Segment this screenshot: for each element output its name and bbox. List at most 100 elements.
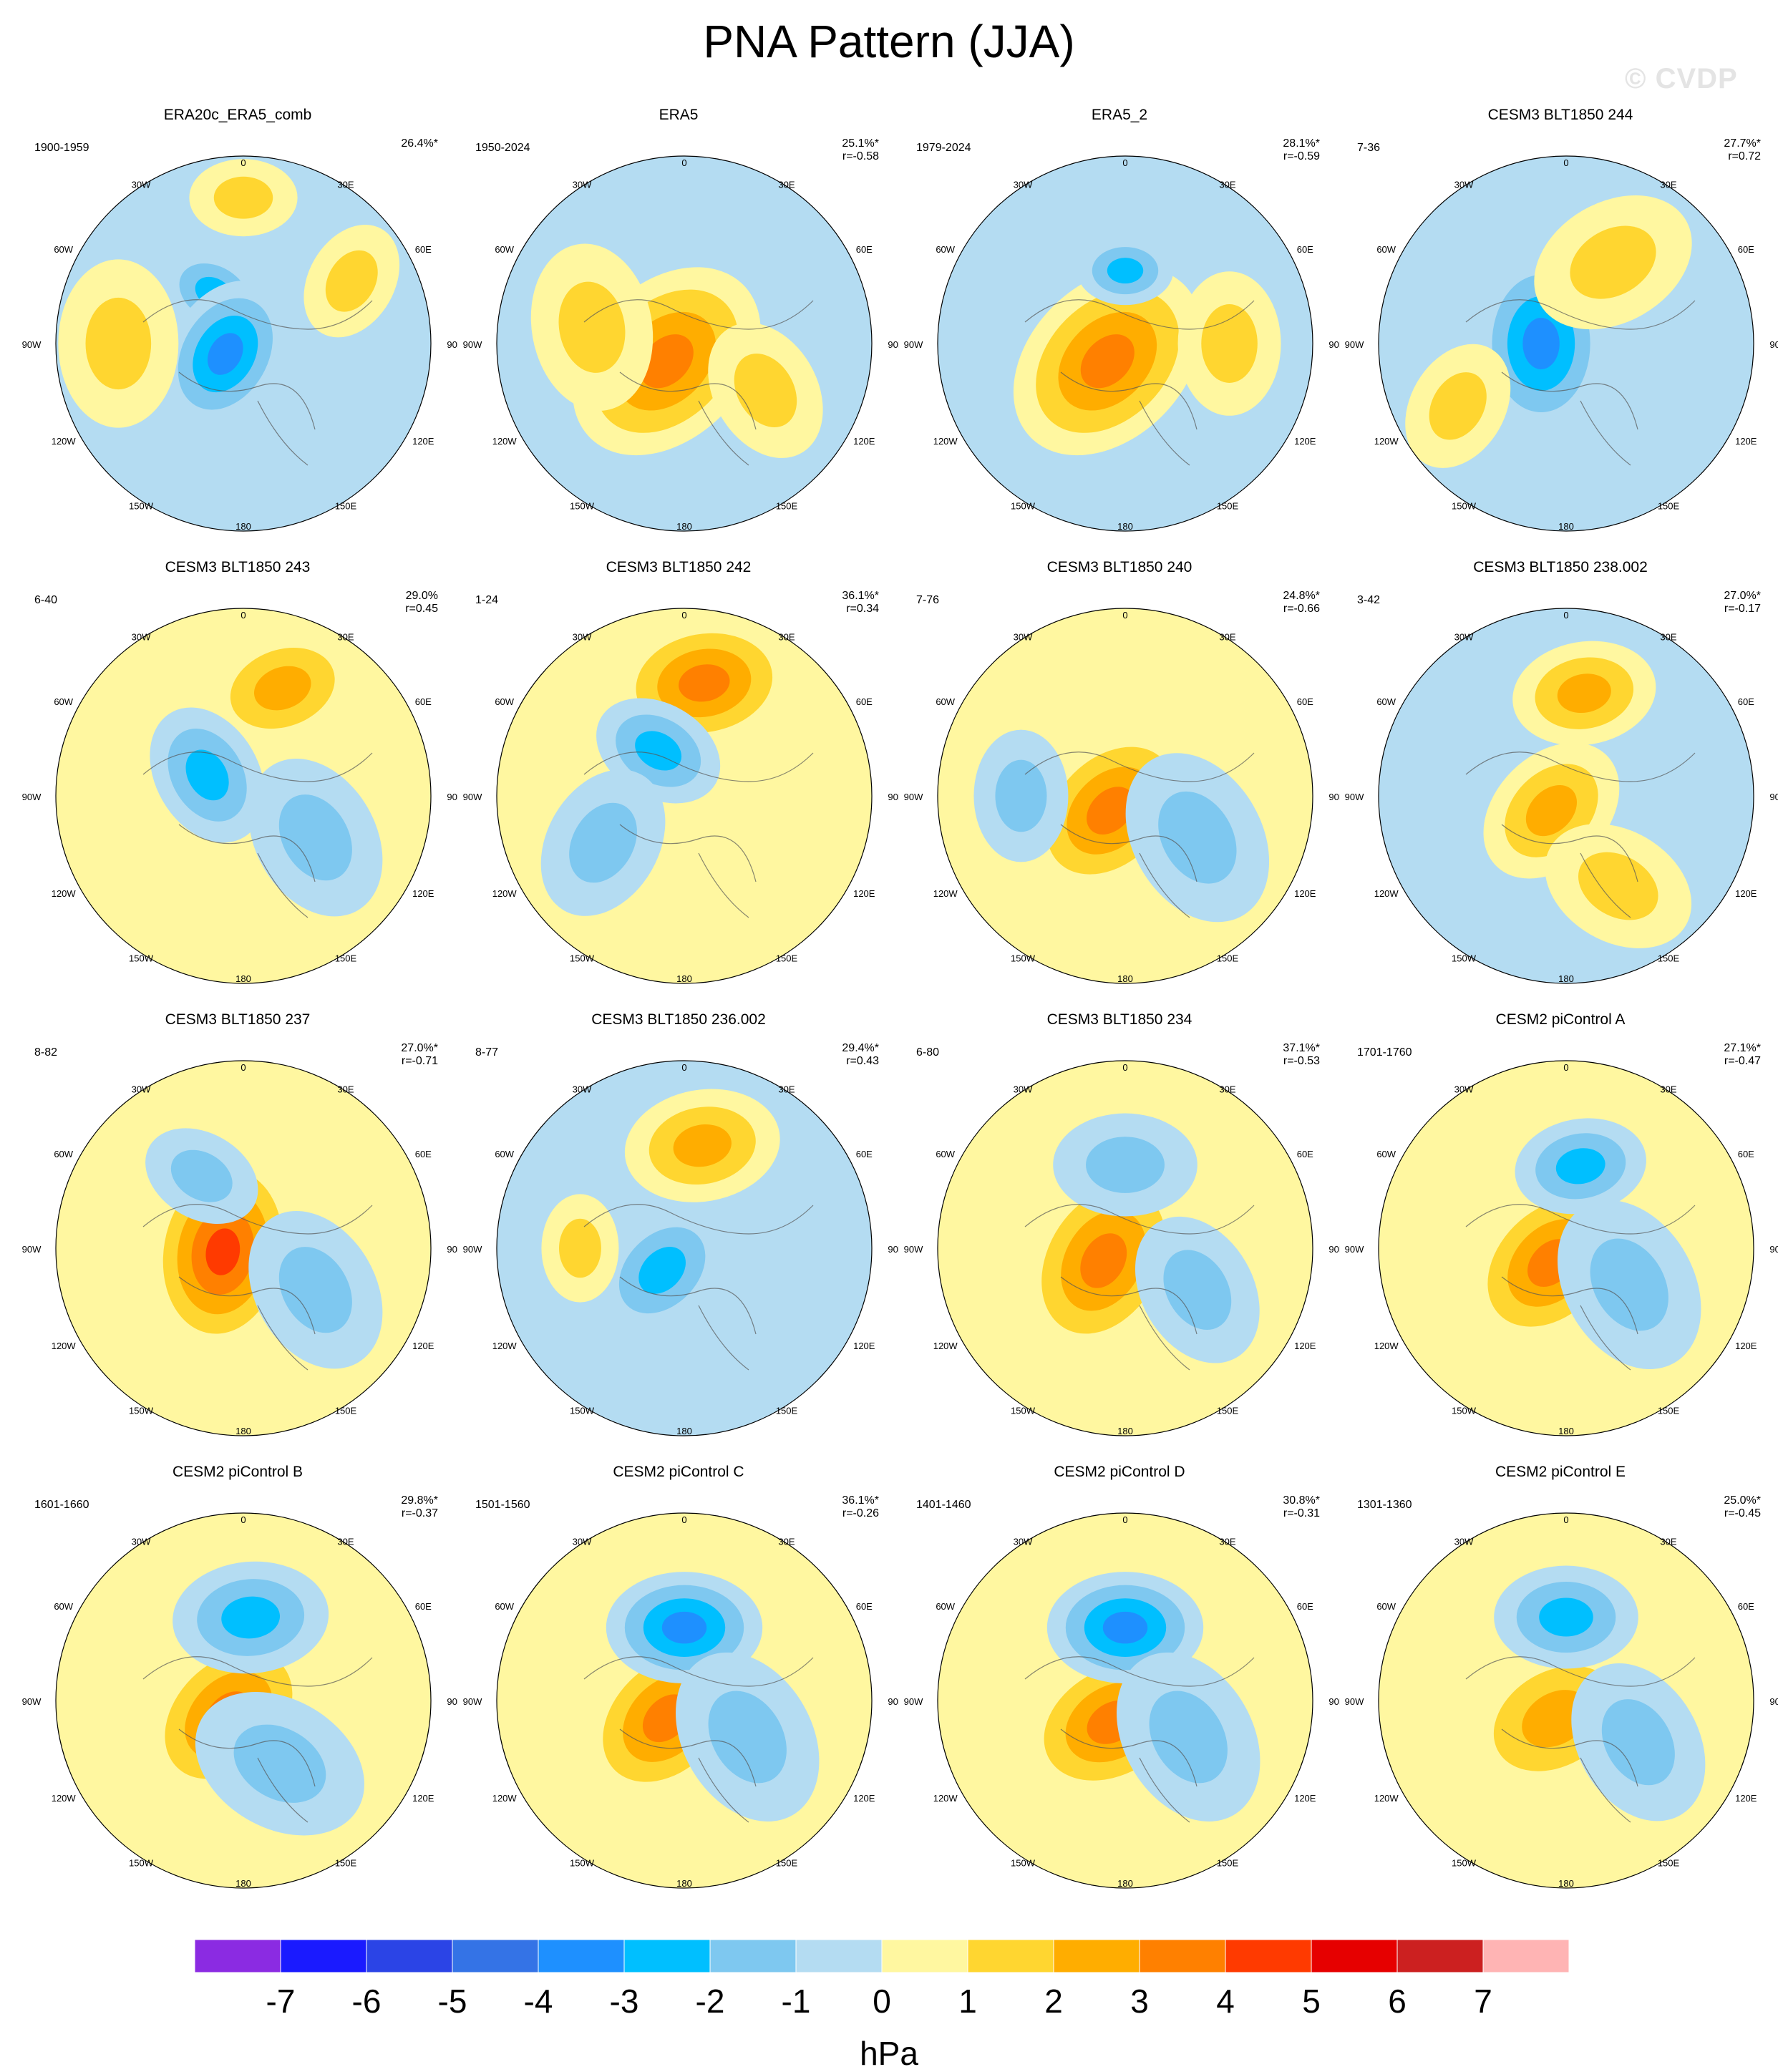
longitude-label: 30W [1454, 180, 1474, 190]
panel-variance: 29.4%* [842, 1042, 879, 1054]
panel-title: CESM2 piControl C [613, 1464, 744, 1480]
colorbar-swatch [709, 1940, 797, 1973]
colorbar-tick: -5 [438, 1983, 467, 2020]
longitude-label: 60W [936, 244, 955, 255]
longitude-label: 30E [337, 180, 354, 190]
longitude-label: 30W [573, 180, 592, 190]
longitude-label: 120E [1735, 888, 1757, 899]
longitude-label: 30W [1454, 632, 1474, 643]
longitude-label: 90E [1328, 339, 1340, 350]
longitude-label: 30E [1660, 180, 1676, 190]
panel-correlation: r=-0.45 [1724, 1507, 1761, 1519]
longitude-label: 120W [492, 1341, 518, 1351]
longitude-label: 120W [52, 436, 77, 447]
panel-correlation: r=0.43 [846, 1055, 879, 1067]
map-panel: 180 150E 120E 90E 60E 30E 0 30W 60W 90W 120W 150W CE… [458, 1011, 899, 1447]
longitude-label: 0 [1122, 1062, 1127, 1073]
longitude-label: 180 [676, 521, 692, 532]
longitude-label: 120W [52, 1341, 77, 1351]
colorbar-tick: -7 [266, 1983, 296, 2020]
polar-map: 180 150E 120E 90E 60E 30E 0 30W 60W 90W 120W 150W [904, 1060, 1340, 1436]
longitude-label: 90W [22, 792, 42, 802]
longitude-label: 150W [129, 1405, 154, 1416]
panel-variance: 36.1%* [842, 590, 879, 602]
panel-title: ERA5 [659, 107, 699, 123]
longitude-label: 0 [681, 1514, 686, 1525]
colorbar-tick: 4 [1216, 1983, 1235, 2020]
panel-period: 1701-1760 [1357, 1046, 1412, 1059]
longitude-label: 30E [778, 1537, 795, 1547]
longitude-label: 0 [681, 157, 686, 168]
map-panel: 180 150E 120E 90E 60E 30E 0 30W 60W 90W 120W 150W CE… [17, 1011, 458, 1447]
longitude-label: 60E [415, 1601, 432, 1612]
map-panel: 180 150E 120E 90E 60E 30E 0 30W 60W 90W 120W 150W ER… [17, 106, 458, 543]
map-panel: 180 150E 120E 90E 60E 30E 0 30W 60W 90W 120W 150W CE… [17, 1463, 458, 1900]
longitude-label: 0 [241, 1514, 246, 1525]
longitude-label: 120E [1735, 1793, 1757, 1804]
anomaly-contour [1102, 1611, 1148, 1644]
coastline [1465, 752, 1696, 918]
longitude-label: 150E [335, 953, 357, 963]
longitude-label: 90E [1769, 1244, 1778, 1255]
anomaly-contour [1578, 852, 1658, 920]
colorbar: -7 -6 -5 -4 -3 -2 -1 0 1 2 3 4 5 6 7 [195, 1940, 1570, 2020]
longitude-label: 150E [1217, 953, 1239, 963]
longitude-label: 150W [570, 1857, 595, 1868]
longitude-label: 150W [1452, 1405, 1477, 1416]
longitude-label: 30E [337, 632, 354, 643]
panel-variance: 30.8%* [1283, 1494, 1320, 1507]
anomaly-contour [995, 759, 1047, 832]
longitude-label: 180 [1558, 1878, 1574, 1889]
colorbar-swatch [280, 1940, 367, 1973]
map-border [55, 155, 432, 532]
coastline [583, 1204, 814, 1371]
panel-period: 6-80 [916, 1046, 940, 1059]
longitude-label: 180 [1117, 1878, 1133, 1889]
anomaly-contour [85, 297, 152, 390]
polar-map: 180 150E 120E 90E 60E 30E 0 30W 60W 90W 120W 150W [463, 1512, 899, 1889]
map-border [1378, 155, 1754, 532]
panel-variance: 29.8%* [401, 1494, 438, 1507]
longitude-label: 90W [904, 1244, 923, 1255]
longitude-label: 180 [1117, 973, 1133, 984]
coastline [583, 752, 814, 918]
panel-correlation: r=-0.53 [1283, 1055, 1320, 1067]
polar-map: 180 150E 120E 90E 60E 30E 0 30W 60W 90W 120W 150W [463, 608, 899, 984]
longitude-label: 180 [1117, 1426, 1133, 1436]
colorbar-swatch [967, 1940, 1054, 1973]
map-panel: 180 150E 120E 90E 60E 30E 0 30W 60W 90W 120W 150W CE… [17, 558, 458, 995]
panel-variance: 28.1%* [1283, 137, 1320, 150]
longitude-label: 150E [335, 500, 357, 511]
longitude-label: 150W [1011, 500, 1036, 511]
longitude-label: 90W [463, 792, 482, 802]
anomaly-contour [1080, 1233, 1127, 1288]
longitude-label: 120W [492, 436, 518, 447]
longitude-label: 30W [1014, 632, 1033, 643]
colorbar-tick: 1 [958, 1983, 977, 2020]
longitude-label: 30E [778, 632, 795, 643]
panel-correlation: r=-0.71 [401, 1055, 438, 1067]
polar-map: 180 150E 120E 90E 60E 30E 0 30W 60W 90W 120W 150W [22, 155, 458, 532]
longitude-label: 180 [676, 1426, 692, 1436]
colorbar-tick: -3 [610, 1983, 639, 2020]
polar-map: 180 150E 120E 90E 60E 30E 0 30W 60W 90W 120W 150W [22, 608, 458, 984]
longitude-label: 180 [235, 1426, 251, 1436]
longitude-label: 0 [1563, 1514, 1568, 1525]
panel-period: 7-36 [1357, 142, 1381, 154]
longitude-label: 120E [853, 1341, 875, 1351]
anomaly-contour [1570, 225, 1656, 299]
longitude-label: 180 [1558, 973, 1574, 984]
longitude-label: 60W [54, 696, 73, 707]
longitude-label: 90W [1345, 792, 1364, 802]
anomaly-contour [278, 1247, 352, 1333]
longitude-label: 0 [681, 610, 686, 621]
longitude-label: 60W [936, 696, 955, 707]
longitude-label: 150E [776, 1405, 798, 1416]
anomaly-contour [708, 1691, 787, 1784]
colorbar-swatch [881, 1940, 968, 1973]
anomaly-contour [1080, 334, 1135, 389]
panel-period: 1401-1460 [916, 1499, 971, 1511]
panel-title: CESM3 BLT1850 244 [1487, 107, 1633, 123]
colorbar-tick: 3 [1130, 1983, 1149, 2020]
panel-correlation: r=-0.59 [1283, 150, 1320, 162]
